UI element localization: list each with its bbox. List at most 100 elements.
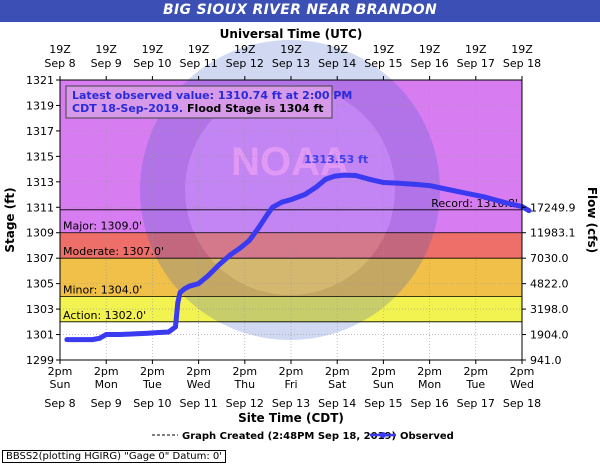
top-tick-utc: 19Z	[419, 43, 441, 56]
observed-series	[64, 172, 532, 343]
x-tick-time: 2pm	[417, 365, 442, 378]
observed-point	[103, 332, 109, 337]
observed-point	[166, 329, 171, 335]
top-tick-date: Sep 17	[457, 57, 495, 70]
y-tick-label: 1305	[26, 278, 54, 291]
y-tick-label: 1317	[26, 125, 54, 138]
observed-point	[89, 337, 95, 343]
observed-point	[186, 283, 192, 289]
annotations: 1313.53 ft Latest observed value: 1310.74…	[65, 85, 368, 166]
x-tick-time: 2pm	[325, 365, 350, 378]
x-tick-time: 2pm	[140, 365, 165, 378]
y-tick-label: 1315	[26, 150, 54, 163]
observed-point	[427, 183, 432, 189]
top-tick-utc: 19Z	[142, 43, 164, 56]
top-tick-date: Sep 16	[410, 57, 448, 70]
crest-label: 1313.53 ft	[304, 153, 368, 166]
y-tick-label: 1301	[26, 329, 54, 342]
observed-point	[526, 208, 532, 213]
latest-value-date: CDT 18-Sep-2019.	[72, 102, 183, 115]
axes: 1299 1301 1303 1305 1307 1309 1311 1313 1315 1317…	[3, 27, 599, 425]
x-axis-title: Site Time (CDT)	[238, 411, 344, 425]
x-tick-weekday: Wed	[187, 378, 211, 391]
observed-point	[96, 335, 102, 341]
top-tick-date: Sep 13	[272, 57, 310, 70]
y-tick-label: 1299	[26, 354, 54, 367]
x-tick-time: 2pm	[186, 365, 211, 378]
observed-point	[323, 176, 329, 182]
top-tick-utc: 19Z	[465, 43, 487, 56]
x-tick-time: 2pm	[510, 365, 535, 378]
observed-point	[381, 180, 386, 185]
y-tick-label: 1311	[26, 201, 54, 214]
chart-title: BIG SIOUX RIVER NEAR BRANDON	[163, 2, 437, 18]
y-tick-label: 1307	[26, 252, 54, 265]
observed-point	[145, 330, 151, 336]
observed-point	[265, 211, 271, 217]
observed-point	[117, 332, 123, 337]
observed-point	[154, 330, 160, 336]
legend-observed-marker	[380, 432, 386, 438]
observed-point	[413, 181, 419, 187]
x-tick-date: Sep 8	[44, 397, 75, 410]
x-tick-date: Sep 14	[318, 397, 356, 410]
x-tick-date: Sep 13	[272, 397, 310, 410]
x-tick-weekday: Wed	[510, 378, 534, 391]
x-tick-time: 2pm	[94, 365, 119, 378]
flood-label-minor: Minor: 1304.0'	[63, 283, 142, 296]
flow-axis-title: Flow (cfs)	[585, 187, 599, 253]
observed-point	[367, 176, 372, 182]
x-tick-date: Sep 17	[457, 397, 495, 410]
x-tick-weekday: Sun	[50, 378, 71, 391]
top-tick-utc: 19Z	[280, 43, 302, 56]
legend-observed-label: Observed	[400, 431, 454, 442]
x-tick-time: 2pm	[48, 365, 73, 378]
x-tick-date: Sep 16	[410, 397, 448, 410]
x-tick-date: Sep 9	[91, 397, 122, 410]
observed-point	[501, 199, 506, 205]
title-bar: BIG SIOUX RIVER NEAR BRANDON	[0, 0, 600, 22]
top-tick-utc: 19Z	[49, 43, 71, 56]
top-axis-title: Universal Time (UTC)	[220, 27, 363, 41]
x-tick-weekday: Tue	[465, 378, 485, 391]
observed-point	[482, 194, 488, 200]
top-tick-date: Sep 9	[91, 57, 122, 70]
top-tick-date: Sep 15	[364, 57, 402, 70]
y-tick-label: 1313	[26, 176, 54, 189]
x-tick-date: Sep 18	[503, 397, 541, 410]
observed-point	[182, 286, 188, 292]
top-tick-date: Sep 8	[44, 57, 75, 70]
x-tick-weekday: Mon	[418, 378, 441, 391]
observed-point	[341, 172, 347, 178]
y-tick-label: 1319	[26, 99, 54, 112]
flow-tick-label: 3198.0	[530, 303, 569, 316]
x-tick-time: 2pm	[279, 365, 304, 378]
observed-point	[173, 324, 178, 330]
flow-tick-label: 1904.0	[530, 329, 569, 342]
observed-point	[464, 190, 469, 196]
observed-point	[205, 273, 211, 279]
observed-point	[302, 192, 308, 197]
top-tick-date: Sep 11	[179, 57, 217, 70]
x-tick-weekday: Fri	[284, 378, 297, 391]
x-tick-date: Sep 15	[364, 397, 402, 410]
flow-tick-label: 4822.0	[530, 278, 569, 291]
latest-value-line2: CDT 18-Sep-2019. Flood Stage is 1304 ft	[72, 102, 324, 115]
observed-point	[314, 184, 319, 190]
y-tick-label: 1321	[26, 74, 54, 87]
top-tick-utc: 19Z	[95, 43, 117, 56]
observed-point	[445, 187, 451, 192]
x-tick-weekday: Thu	[233, 378, 255, 391]
observed-point	[131, 331, 137, 337]
flow-tick-label: 11983.1	[530, 227, 576, 240]
x-tick-weekday: Sun	[373, 378, 394, 391]
flow-tick-label: 941.0	[530, 354, 562, 367]
legend-created-label: Graph Created (2:48PM Sep 18, 2019)	[182, 431, 396, 442]
x-tick-weekday: Sat	[328, 378, 347, 391]
flood-stage-note: Flood Stage is 1304 ft	[187, 102, 324, 115]
observed-point	[237, 245, 243, 251]
observed-point	[332, 173, 338, 179]
flow-tick-label: 17249.9	[530, 201, 576, 214]
top-tick-date: Sep 12	[226, 57, 264, 70]
